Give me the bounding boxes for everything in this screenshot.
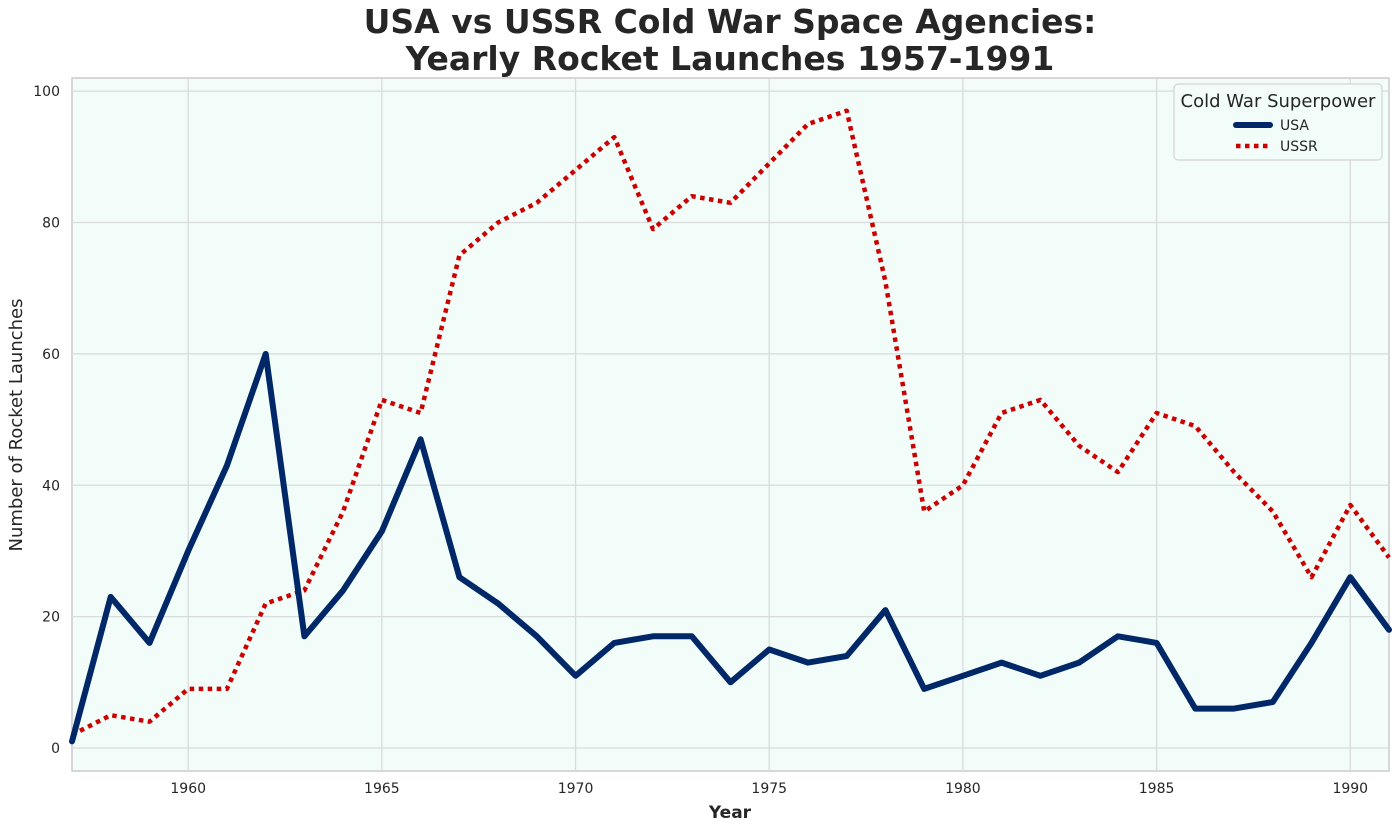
- x-axis-ticks: 1960 1965 1970 1975 1980 1985 1990: [170, 781, 1368, 797]
- y-tick-label: 40: [42, 478, 60, 494]
- x-tick-label: 1965: [364, 781, 400, 797]
- x-tick-label: 1970: [558, 781, 594, 797]
- y-tick-label: 100: [33, 84, 60, 100]
- y-tick-label: 20: [42, 610, 60, 626]
- y-tick-label: 0: [51, 741, 60, 757]
- y-axis-ticks: 0 20 40 60 80 100: [33, 84, 60, 757]
- legend-label-usa: USA: [1280, 118, 1309, 134]
- y-tick-label: 60: [42, 347, 60, 363]
- grid: [72, 78, 1389, 771]
- chart-title-line-1: USA vs USSR Cold War Space Agencies:: [364, 2, 1097, 41]
- x-axis-label: Year: [708, 803, 752, 823]
- plot-area: [71, 77, 1390, 772]
- legend-label-ussr: USSR: [1280, 139, 1318, 155]
- chart-title: USA vs USSR Cold War Space Agencies: Yea…: [364, 2, 1097, 78]
- x-tick-label: 1975: [751, 781, 787, 797]
- x-tick-label: 1985: [1139, 781, 1175, 797]
- x-tick-label: 1980: [945, 781, 981, 797]
- series-line-ussr: [70, 108, 1391, 737]
- legend: Cold War Superpower USA USSR: [1173, 83, 1383, 161]
- x-tick-label: 1990: [1332, 781, 1368, 797]
- y-axis-label: Number of Rocket Launches: [6, 299, 27, 552]
- legend-title: Cold War Superpower: [1181, 91, 1376, 112]
- y-tick-label: 80: [42, 216, 60, 232]
- legend-box: [1173, 83, 1383, 161]
- x-tick-label: 1960: [170, 781, 206, 797]
- legend-items: USA USSR: [1233, 118, 1318, 155]
- chart-title-line-2: Yearly Rocket Launches 1957-1991: [405, 39, 1055, 78]
- series-line-usa: [69, 350, 1392, 745]
- series-lines: [69, 108, 1392, 745]
